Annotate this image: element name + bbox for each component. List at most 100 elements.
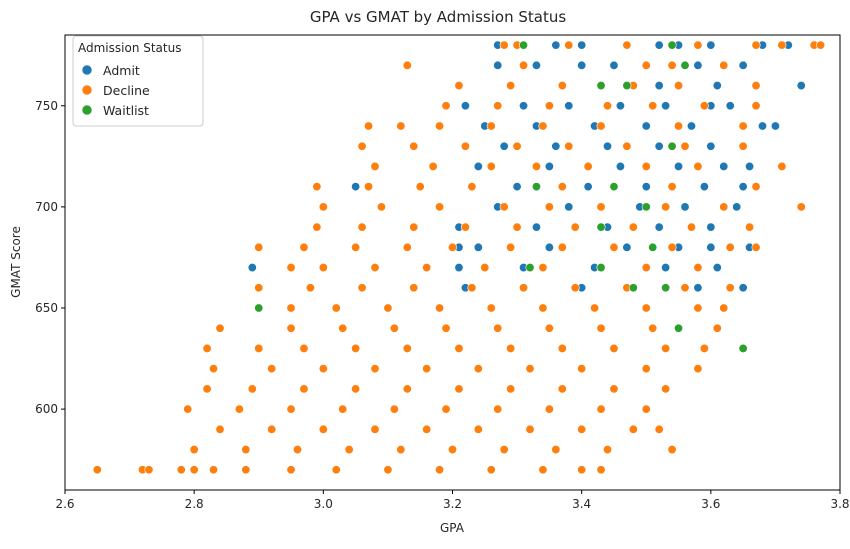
point-admit-65: [706, 242, 716, 252]
point-decline-45: [486, 161, 496, 171]
legend-marker-waitlist: [81, 104, 93, 116]
point-decline-127: [254, 343, 264, 353]
point-admit-33: [551, 141, 561, 151]
point-decline-162: [389, 404, 399, 414]
point-decline-123: [544, 323, 554, 333]
point-decline-140: [318, 364, 328, 374]
point-decline-184: [499, 445, 509, 455]
point-decline-26: [751, 101, 761, 111]
point-decline-85: [667, 242, 677, 252]
point-decline-137: [202, 343, 212, 353]
point-waitlist-16: [674, 323, 684, 333]
point-decline-3: [622, 40, 632, 50]
point-waitlist-0: [519, 40, 529, 50]
point-decline-100: [409, 283, 419, 293]
point-admit-38: [544, 161, 554, 171]
point-decline-185: [551, 445, 561, 455]
point-decline-34: [738, 121, 748, 131]
point-admit-11: [609, 60, 619, 70]
point-admit-61: [473, 242, 483, 252]
point-decline-52: [364, 182, 374, 192]
point-decline-75: [686, 222, 696, 232]
point-decline-10: [519, 60, 529, 70]
legend-items: Admit Decline Waitlist: [81, 63, 150, 118]
point-decline-27: [364, 121, 374, 131]
point-decline-58: [751, 182, 761, 192]
point-waitlist-10: [648, 242, 658, 252]
point-admit-39: [615, 161, 625, 171]
chart-title: GPA vs GMAT by Admission Status: [310, 8, 566, 26]
point-decline-166: [596, 404, 606, 414]
point-admit-2: [577, 40, 587, 50]
point-decline-181: [344, 445, 354, 455]
point-decline-134: [609, 343, 619, 353]
point-decline-33: [674, 121, 684, 131]
point-admit-23: [712, 81, 722, 91]
point-decline-78: [299, 242, 309, 252]
point-admit-37: [473, 161, 483, 171]
point-decline-149: [247, 384, 257, 394]
point-admit-18: [615, 101, 625, 111]
point-decline-116: [719, 303, 729, 313]
point-waitlist-15: [254, 303, 264, 313]
point-decline-84: [609, 242, 619, 252]
point-admit-16: [519, 101, 529, 111]
point-decline-86: [725, 242, 735, 252]
point-decline-65: [661, 202, 671, 212]
x-tick-label-6: 3.8: [830, 497, 849, 511]
point-decline-41: [680, 141, 690, 151]
point-decline-11: [641, 60, 651, 70]
point-decline-193: [209, 465, 219, 475]
point-decline-141: [370, 364, 380, 374]
point-decline-119: [338, 323, 348, 333]
point-decline-128: [299, 343, 309, 353]
point-decline-157: [661, 384, 671, 394]
point-admit-24: [654, 81, 664, 91]
point-decline-73: [570, 222, 580, 232]
point-admit-47: [699, 182, 709, 192]
point-decline-192: [189, 465, 199, 475]
point-decline-183: [447, 445, 457, 455]
point-admit-29: [686, 121, 696, 131]
point-decline-188: [92, 465, 102, 475]
point-decline-62: [499, 202, 509, 212]
point-decline-88: [286, 263, 296, 273]
point-decline-199: [486, 465, 496, 475]
point-decline-106: [725, 283, 735, 293]
point-admit-43: [351, 182, 361, 192]
point-waitlist-13: [628, 283, 638, 293]
point-admit-5: [706, 40, 716, 50]
point-decline-95: [641, 263, 651, 273]
point-decline-2: [564, 40, 574, 50]
x-axis-label: GPA: [440, 521, 465, 535]
point-decline-36: [409, 141, 419, 151]
point-waitlist-12: [596, 263, 606, 273]
point-decline-96: [693, 263, 703, 273]
point-waitlist-1: [667, 40, 677, 50]
x-tick-label-5: 3.6: [701, 497, 720, 511]
point-decline-48: [641, 161, 651, 171]
point-decline-76: [745, 222, 755, 232]
point-decline-170: [318, 424, 328, 434]
point-waitlist-6: [531, 182, 541, 192]
point-admit-42: [745, 161, 755, 171]
point-decline-108: [331, 303, 341, 313]
point-admit-75: [693, 283, 703, 293]
point-decline-121: [441, 323, 451, 333]
point-decline-164: [493, 404, 503, 414]
point-decline-118: [286, 323, 296, 333]
point-decline-196: [331, 465, 341, 475]
point-decline-105: [680, 283, 690, 293]
point-decline-115: [693, 303, 703, 313]
point-decline-133: [557, 343, 567, 353]
point-decline-68: [312, 222, 322, 232]
x-tick-label-0: 2.6: [55, 497, 74, 511]
point-decline-23: [602, 101, 612, 111]
point-decline-129: [351, 343, 361, 353]
y-tick-label-3: 750: [35, 99, 58, 113]
point-decline-98: [305, 283, 315, 293]
point-admit-67: [247, 263, 257, 273]
point-decline-176: [628, 424, 638, 434]
point-decline-172: [422, 424, 432, 434]
point-decline-182: [396, 445, 406, 455]
